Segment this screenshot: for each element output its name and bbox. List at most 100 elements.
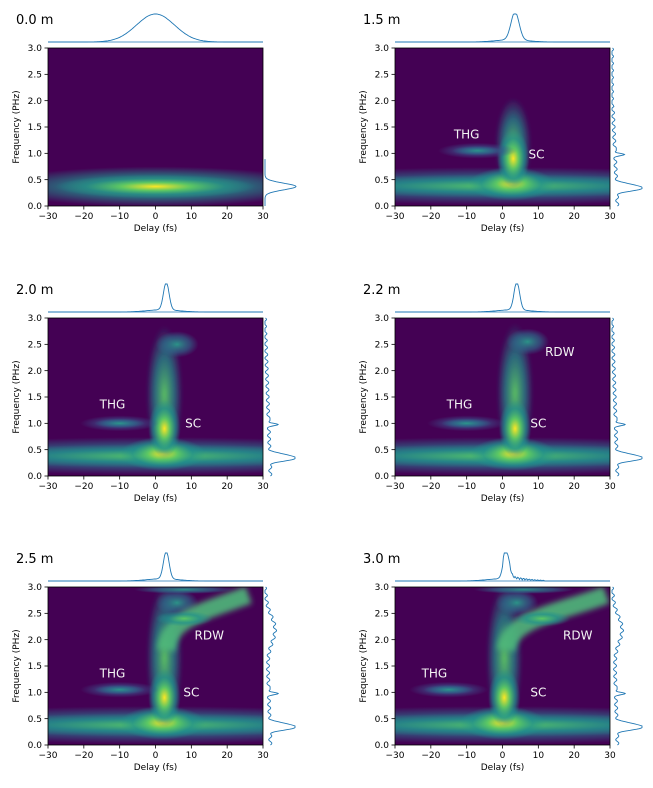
heatmap-image <box>395 587 610 744</box>
x-tick-label: 0 <box>153 751 159 761</box>
y-tick-label: 1.5 <box>375 662 389 672</box>
y-tick-label: 1.5 <box>28 123 42 133</box>
y-tick-label: 0.5 <box>375 446 389 456</box>
y-tick-label: 0.5 <box>375 715 389 725</box>
right-marginal-spectrum <box>264 317 296 477</box>
top-marginal-profile <box>48 552 263 582</box>
x-tick-label: 30 <box>604 212 616 222</box>
y-tick-label: 2.0 <box>28 97 43 107</box>
panel-title: 1.5 m <box>363 13 400 28</box>
y-tick-label: 2.5 <box>375 71 389 81</box>
x-tick-label: −30 <box>39 482 58 492</box>
annotation-thg: THG <box>421 667 448 681</box>
panel-title: 2.2 m <box>363 283 400 298</box>
y-tick-label: 0.5 <box>28 176 42 186</box>
x-tick-label: −10 <box>110 751 129 761</box>
y-tick-label: 2.0 <box>28 367 43 377</box>
panel-title: 2.5 m <box>16 552 53 567</box>
y-tick-label: 3.0 <box>375 314 390 324</box>
x-tick-label: 30 <box>257 482 269 492</box>
x-tick-label: 10 <box>533 482 545 492</box>
x-tick-label: −20 <box>74 482 93 492</box>
panel-6: −30 −20 −10 0 10 20 30 0.0 0.5 1.0 1.5 2.0 2.5 3.0 Del… <box>359 552 643 773</box>
y-tick-label: 1.0 <box>375 420 390 430</box>
x-tick-label: −10 <box>457 212 476 222</box>
panel-1: −30 −20 −10 0 10 20 30 0.0 0.5 1.0 1.5 2.0 2.5 3.0 Del… <box>12 13 297 234</box>
x-tick-label: −20 <box>74 751 93 761</box>
x-tick-label: −30 <box>386 751 405 761</box>
x-tick-label: 30 <box>257 212 269 222</box>
y-tick-label: 2.5 <box>375 610 389 620</box>
y-tick-label: 1.5 <box>375 123 389 133</box>
x-axis-label: Delay (fs) <box>134 494 178 504</box>
x-tick-label: −20 <box>74 212 93 222</box>
annotation-rdw: RDW <box>545 345 575 359</box>
panel-3: −30 −20 −10 0 10 20 30 0.0 0.5 1.0 1.5 2.0 2.5 3.0 Del… <box>12 283 296 504</box>
heatmap-image <box>48 166 263 206</box>
x-tick-label: 20 <box>221 751 233 761</box>
y-tick-label: 1.5 <box>375 393 389 403</box>
top-marginal-profile <box>48 283 263 313</box>
x-tick-label: −10 <box>110 212 129 222</box>
annotation-sc: SC <box>183 686 199 700</box>
top-marginal-profile <box>395 13 610 43</box>
y-tick-label: 0.0 <box>375 202 390 212</box>
x-tick-label: 10 <box>186 751 198 761</box>
y-tick-label: 1.5 <box>28 662 42 672</box>
y-tick-label: 3.0 <box>375 44 390 54</box>
y-tick-label: 0.0 <box>28 741 43 751</box>
x-axis-label: Delay (fs) <box>481 224 525 234</box>
x-tick-label: −30 <box>386 482 405 492</box>
y-tick-label: 0.5 <box>28 446 42 456</box>
heatmap-image <box>48 325 263 475</box>
top-marginal-profile <box>395 552 610 582</box>
annotation-rdw: RDW <box>195 629 225 643</box>
heatmap-image <box>395 323 610 475</box>
y-tick-label: 0.0 <box>28 202 43 212</box>
x-tick-label: 0 <box>153 482 159 492</box>
y-tick-label: 3.0 <box>375 583 390 593</box>
y-tick-label: 1.5 <box>28 393 42 403</box>
x-tick-label: 0 <box>500 751 506 761</box>
x-tick-label: 0 <box>500 212 506 222</box>
y-tick-label: 2.0 <box>28 636 43 646</box>
y-tick-label: 0.0 <box>28 472 43 482</box>
y-axis-label: Frequency (PHz) <box>359 629 369 702</box>
top-marginal-profile <box>395 283 610 313</box>
annotation-thg: THG <box>99 667 126 681</box>
y-tick-label: 2.0 <box>375 367 390 377</box>
y-axis-label: Frequency (PHz) <box>12 629 22 702</box>
y-tick-label: 2.5 <box>28 610 42 620</box>
x-axis-label: Delay (fs) <box>481 494 525 504</box>
y-tick-label: 0.0 <box>375 741 390 751</box>
panel-4: −30 −20 −10 0 10 20 30 0.0 0.5 1.0 1.5 2.0 2.5 3.0 Del… <box>359 283 643 504</box>
x-tick-label: 20 <box>568 482 580 492</box>
x-tick-label: 10 <box>533 212 545 222</box>
panel-title: 0.0 m <box>16 13 53 28</box>
y-tick-label: 2.0 <box>375 97 390 107</box>
x-tick-label: 30 <box>604 751 616 761</box>
heatmap-image <box>48 587 263 744</box>
y-axis-label: Frequency (PHz) <box>359 360 369 433</box>
x-tick-label: 10 <box>186 482 198 492</box>
x-tick-label: 0 <box>500 482 506 492</box>
y-tick-label: 1.0 <box>375 150 390 160</box>
x-tick-label: 20 <box>568 751 580 761</box>
y-tick-label: 1.0 <box>28 150 43 160</box>
x-tick-label: 10 <box>533 751 545 761</box>
annotation-sc: SC <box>185 417 201 431</box>
y-tick-label: 2.0 <box>375 636 390 646</box>
x-axis-label: Delay (fs) <box>134 763 178 773</box>
x-tick-label: −30 <box>39 751 58 761</box>
x-tick-label: 20 <box>568 212 580 222</box>
annotation-thg: THG <box>453 128 480 142</box>
right-marginal-spectrum <box>611 586 643 746</box>
top-marginal-profile <box>48 13 263 43</box>
annotation-thg: THG <box>446 398 473 412</box>
panel-title: 3.0 m <box>363 552 400 567</box>
x-tick-label: 30 <box>604 482 616 492</box>
x-tick-label: −30 <box>39 212 58 222</box>
x-tick-label: 20 <box>221 482 233 492</box>
annotation-rdw: RDW <box>563 629 593 643</box>
